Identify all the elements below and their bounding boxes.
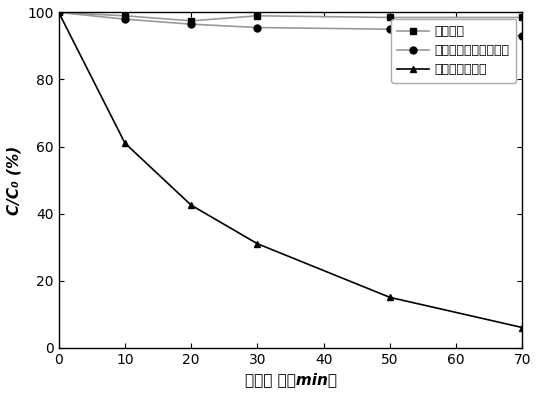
有催化剂和光照: [254, 242, 260, 246]
Line: 仅仅光照，没有催化剂: 仅仅光照，没有催化剂: [55, 9, 526, 39]
没有光照: [387, 15, 393, 20]
没有光照: [254, 13, 260, 18]
没有光照: [122, 13, 128, 18]
Y-axis label: C/C₀ (%): C/C₀ (%): [7, 145, 22, 215]
仅仅光照，没有催化剂: [122, 17, 128, 22]
仅仅光照，没有催化剂: [55, 10, 62, 15]
仅仅光照，没有催化剂: [519, 33, 526, 38]
有催化剂和光照: [188, 203, 194, 208]
仅仅光照，没有催化剂: [387, 27, 393, 32]
有催化剂和光照: [387, 295, 393, 300]
Legend: 没有光照, 仅仅光照，没有催化剂, 有催化剂和光照: 没有光照, 仅仅光照，没有催化剂, 有催化剂和光照: [391, 19, 516, 83]
仅仅光照，没有催化剂: [254, 25, 260, 30]
没有光照: [519, 15, 526, 20]
Line: 没有光照: 没有光照: [55, 9, 526, 24]
有催化剂和光照: [122, 141, 128, 145]
没有光照: [55, 10, 62, 15]
有催化剂和光照: [519, 325, 526, 330]
有催化剂和光照: [55, 10, 62, 15]
没有光照: [188, 19, 194, 23]
Line: 有催化剂和光照: 有催化剂和光照: [55, 9, 526, 331]
仅仅光照，没有催化剂: [188, 22, 194, 26]
X-axis label: 光照时 间（min）: 光照时 间（min）: [244, 372, 337, 387]
